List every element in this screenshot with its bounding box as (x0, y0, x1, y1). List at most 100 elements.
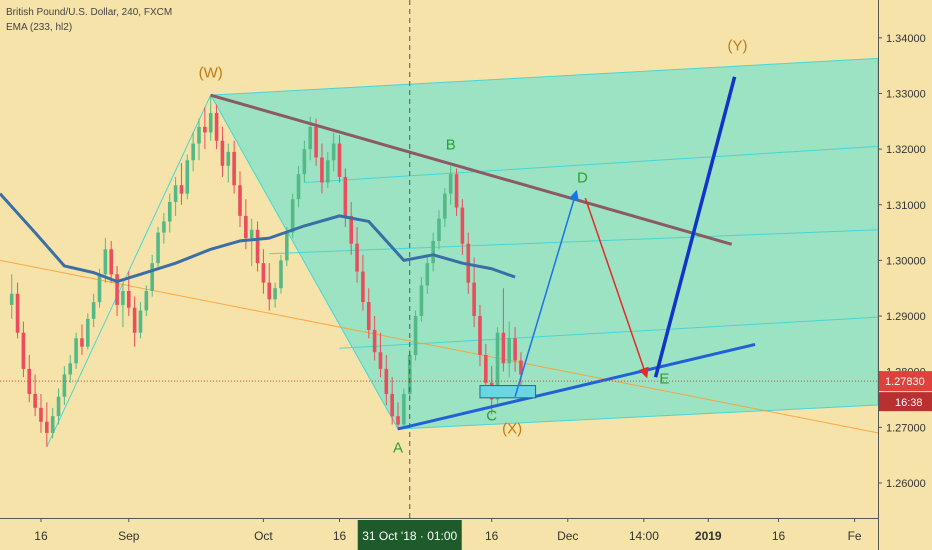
time-tick-label: Dec (557, 529, 578, 543)
wave-label: (X) (502, 420, 523, 438)
candle-body (478, 316, 482, 355)
wave-label: A (393, 439, 404, 457)
candle-body (413, 316, 418, 355)
candle-body (50, 416, 55, 433)
crosshair-time-label: 31 Oct '18 · 01:00 (362, 529, 457, 543)
candle-body (425, 263, 430, 286)
candle-body (121, 290, 125, 305)
candle-body (325, 160, 330, 183)
candle-body (203, 126, 207, 133)
candle-body (296, 174, 301, 200)
candle-body (15, 293, 20, 333)
plot-area (0, 0, 878, 518)
candle-body (232, 151, 236, 186)
candle-body (21, 332, 26, 369)
candle-body (437, 218, 441, 241)
current-price-label: 1.27830 (885, 376, 925, 388)
candle-body (109, 249, 114, 275)
projection-arrow-down (584, 197, 649, 379)
candle-body (226, 151, 231, 166)
candle-body (337, 143, 342, 177)
ema-line (0, 192, 516, 284)
candle-body (86, 318, 90, 347)
candle-body (91, 302, 96, 319)
candle-body (302, 149, 307, 175)
candle-body (80, 338, 84, 347)
wave-label: C (486, 407, 498, 425)
candle-body (501, 332, 506, 364)
price-tick-label: 1.26000 (886, 478, 926, 490)
candle-body (472, 282, 476, 317)
channel-line-2 (269, 229, 878, 255)
candle-body (407, 354, 412, 394)
price-tick-label: 1.30000 (886, 255, 926, 267)
candle-body (320, 157, 324, 183)
candle-body (308, 126, 313, 150)
candle-body (132, 307, 137, 333)
candle-body (156, 232, 160, 264)
candle-body (448, 174, 453, 194)
price-tick-label: 1.33000 (886, 88, 926, 100)
candle-body (249, 229, 254, 239)
candle-body (507, 338, 512, 364)
candle-body (355, 243, 359, 272)
wave-label: (W) (198, 64, 223, 82)
time-tick-label: Oct (254, 529, 273, 543)
candle-body (103, 249, 108, 275)
candle-body (454, 174, 459, 208)
channel-line-1 (304, 145, 878, 183)
wave-w-leg (46, 94, 212, 447)
candle-body (39, 407, 43, 422)
crosshair-time-badge (357, 520, 462, 550)
wave-label: (Y) (727, 37, 748, 55)
candle-body (372, 329, 377, 353)
price-tick-label: 1.32000 (886, 144, 926, 156)
candle-body (238, 185, 242, 216)
wave-label: D (576, 169, 588, 187)
candle-body (173, 185, 178, 202)
candle-body (390, 393, 394, 417)
channel-fill (209, 57, 878, 430)
candle-body (220, 140, 225, 166)
candle-body (167, 201, 172, 222)
candle-body (314, 126, 318, 158)
candle-body (402, 393, 406, 425)
time-tick-label: 16 (485, 529, 499, 543)
candle-body (138, 310, 143, 333)
candle-body (384, 368, 389, 394)
candle-body (331, 143, 336, 161)
candle-body (443, 193, 447, 219)
candle-body (74, 338, 78, 364)
price-tick-label: 1.29000 (886, 311, 926, 323)
candle-body (513, 338, 517, 361)
candle-body (484, 354, 488, 383)
candle-body (431, 240, 435, 264)
resistance-trendline (210, 93, 733, 246)
candle-body (255, 229, 260, 264)
price-tick-label: 1.27000 (886, 422, 926, 434)
candle-body (244, 215, 248, 239)
candle-body (267, 282, 272, 300)
candle-body (343, 176, 348, 216)
candle-body (179, 185, 184, 194)
candle-body (208, 112, 213, 133)
price-tick-label: 1.34000 (886, 33, 926, 45)
candle-body (185, 160, 190, 194)
candle-body (378, 352, 383, 369)
ema-indicator-label: EMA (233, hl2) (6, 22, 73, 33)
time-tick-label: 14:00 (629, 529, 659, 543)
candle-body (214, 112, 219, 141)
time-tick-label: 2019 (695, 529, 722, 543)
candle-body (62, 374, 67, 397)
candle-body (366, 302, 371, 330)
support-trendline (397, 342, 756, 431)
candle-body (261, 263, 266, 283)
channel-line-3 (339, 316, 878, 349)
wave-label: B (445, 136, 456, 154)
demand-zone-box (479, 385, 537, 399)
time-tick-label: 16 (34, 529, 48, 543)
candle-body (285, 232, 289, 261)
candle-body (27, 368, 32, 394)
